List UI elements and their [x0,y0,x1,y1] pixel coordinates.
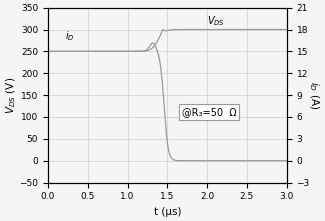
Y-axis label: $V_{DS}$ (V): $V_{DS}$ (V) [4,76,18,114]
Text: @R₃=50  Ω: @R₃=50 Ω [182,107,236,117]
Text: $i_D$: $i_D$ [65,29,75,43]
Text: $V_{DS}$: $V_{DS}$ [207,14,225,28]
Y-axis label: $i_D$ (A): $i_D$ (A) [307,81,321,109]
X-axis label: t (μs): t (μs) [154,207,181,217]
